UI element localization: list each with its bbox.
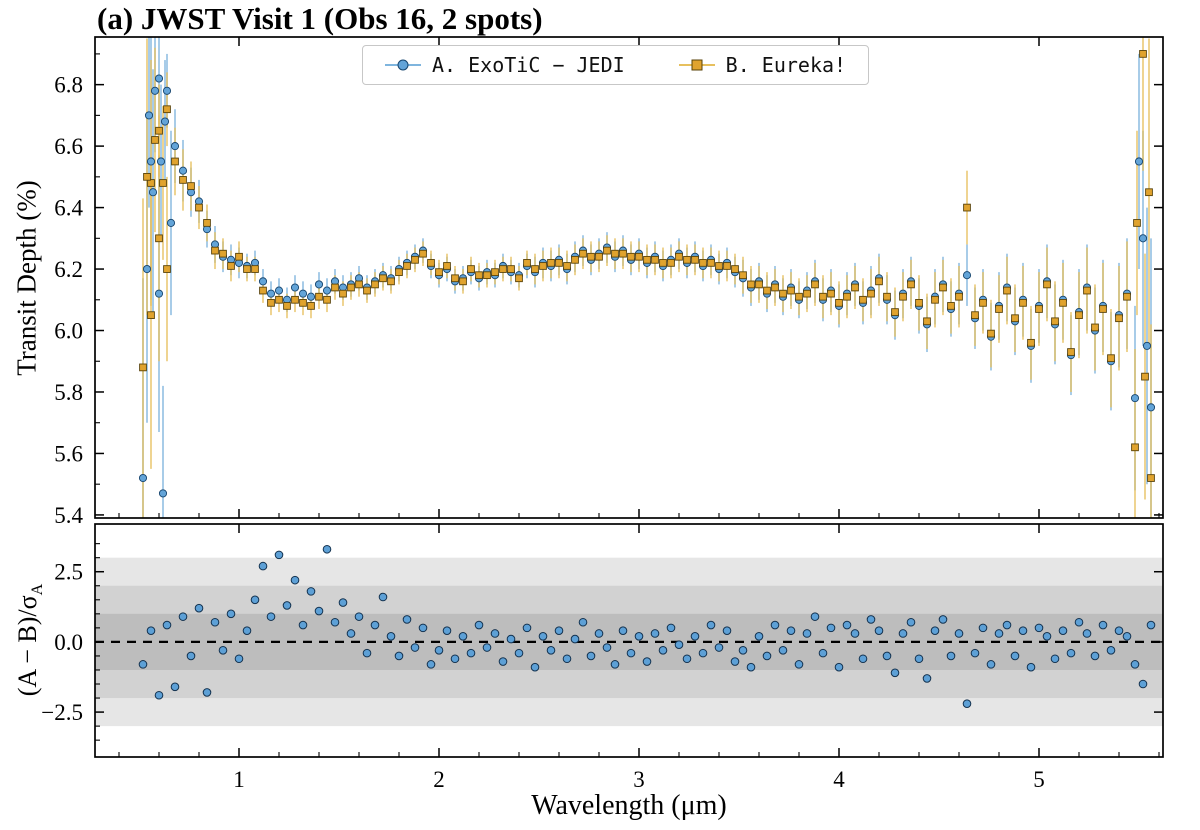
svg-text:2: 2	[433, 767, 445, 792]
svg-text:2.5: 2.5	[54, 560, 83, 585]
errorbar-square-marker-icon	[678, 55, 715, 75]
svg-text:6.2: 6.2	[54, 257, 83, 282]
sigma-bands	[95, 557, 1163, 727]
residuals-panel	[138, 544, 1156, 708]
spectrum-panel	[138, 37, 1156, 518]
axes: 1 2 3 4 5 5.4 5.6 5.8 6.0 6.2 6.4 6.6 6.8 −2.5 0.0 2.5	[41, 36, 1164, 792]
svg-text:3: 3	[633, 767, 645, 792]
svg-text:−2.5: −2.5	[41, 700, 83, 725]
svg-text:6.6: 6.6	[54, 134, 83, 159]
svg-text:5.6: 5.6	[54, 441, 83, 466]
legend-item-exotic-jedi: A. ExoTiC − JEDI	[385, 53, 625, 77]
svg-text:1: 1	[233, 767, 245, 792]
svg-text:5.8: 5.8	[54, 380, 83, 405]
svg-text:0.0: 0.0	[54, 630, 83, 655]
svg-text:6.4: 6.4	[54, 196, 83, 221]
circle-marker	[397, 59, 409, 71]
x-axis-label-wavelength: Wavelength (μm)	[531, 790, 727, 821]
svg-text:4: 4	[833, 767, 845, 792]
square-marker	[691, 59, 703, 71]
svg-text:6.0: 6.0	[54, 319, 83, 344]
svg-text:6.8: 6.8	[54, 73, 83, 98]
legend-item-eureka: B. Eureka!	[678, 53, 847, 77]
chart-title: (a) JWST Visit 1 (Obs 16, 2 spots)	[97, 1, 543, 36]
legend: A. ExoTiC − JEDI B. Eureka!	[362, 45, 870, 85]
legend-label-exotic-jedi: A. ExoTiC − JEDI	[432, 53, 625, 77]
errorbar-circle-marker-icon	[385, 55, 421, 75]
svg-text:5.4: 5.4	[54, 503, 83, 528]
svg-text:5: 5	[1033, 767, 1045, 792]
legend-label-eureka: B. Eureka!	[725, 53, 847, 77]
